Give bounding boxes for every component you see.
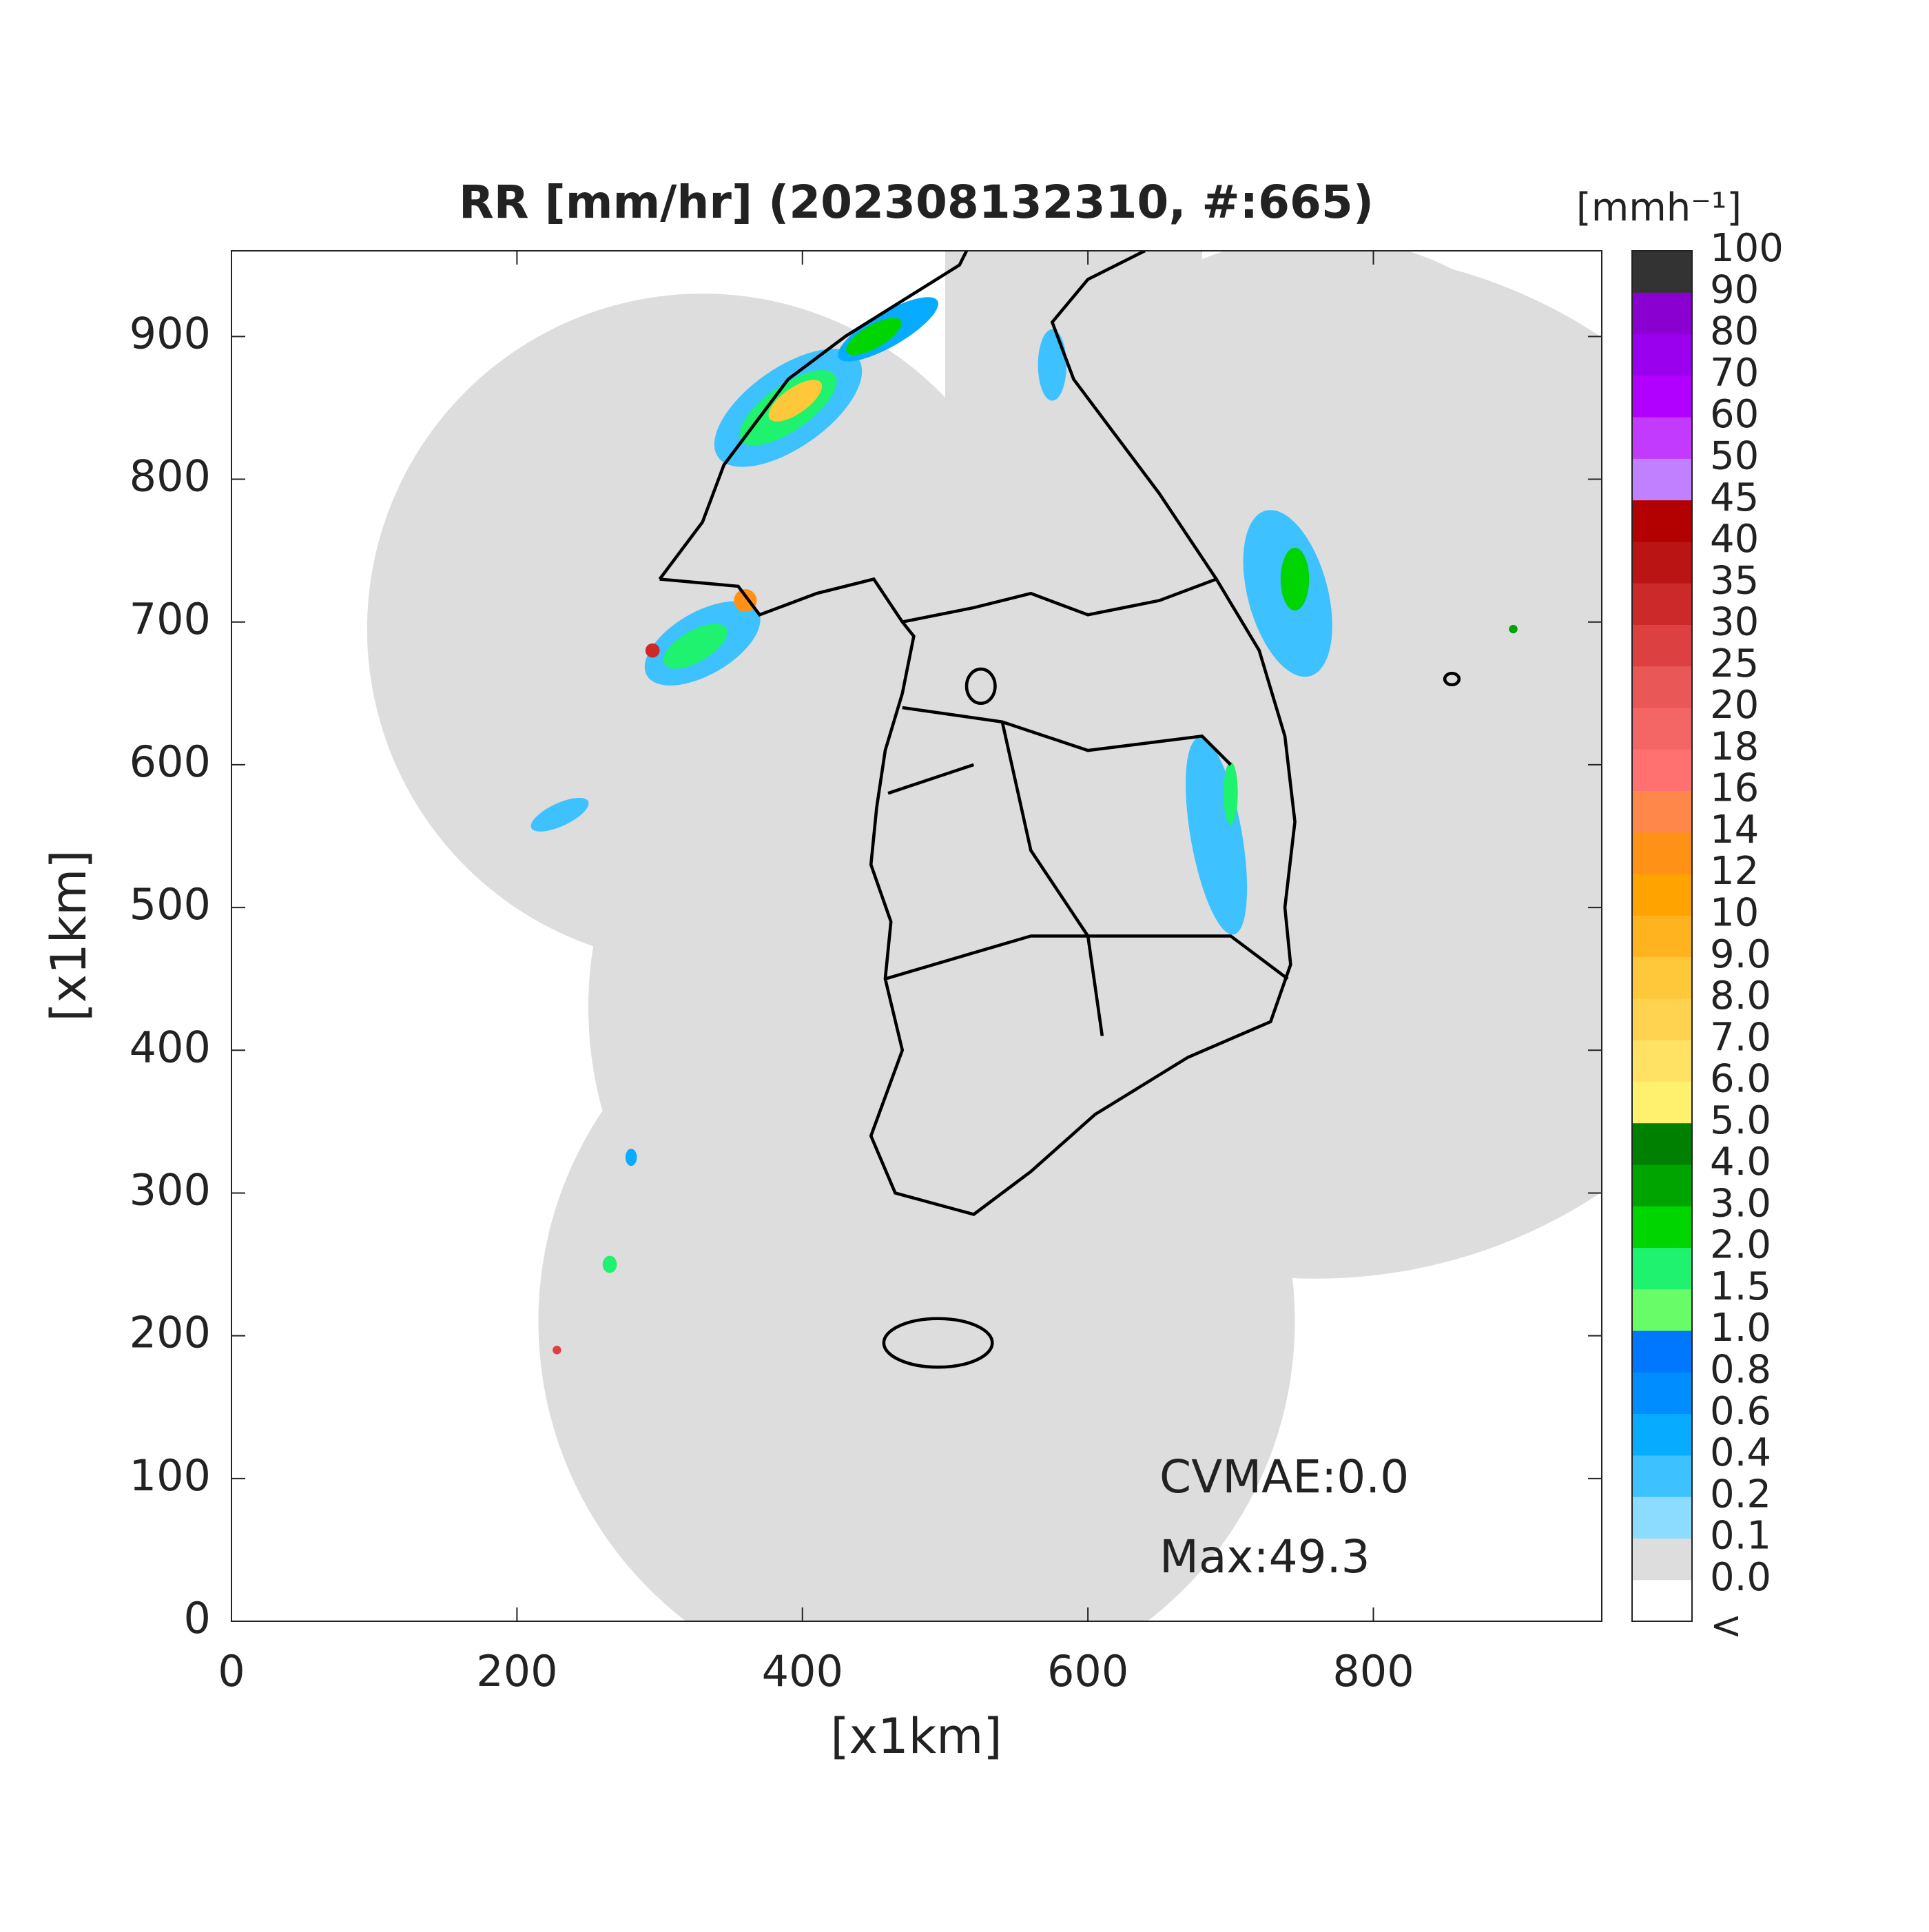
- x-tick-label: 600: [1047, 1646, 1128, 1696]
- colorbar-bin: [1632, 874, 1692, 916]
- colorbar-tick-label: 7.0: [1710, 1015, 1771, 1060]
- y-tick-label: 400: [130, 1022, 211, 1072]
- colorbar-bin: [1632, 375, 1692, 418]
- colorbar-bin: [1632, 666, 1692, 708]
- y-tick-label: 0: [184, 1593, 211, 1643]
- colorbar-bin: [1632, 1122, 1692, 1165]
- colorbar-tick-label: 9.0: [1710, 932, 1771, 977]
- y-tick-label: 200: [130, 1308, 211, 1358]
- colorbar-bin: [1632, 790, 1692, 833]
- axes-frame: [231, 250, 1602, 1622]
- colorbar-tick-label: 18: [1710, 724, 1759, 769]
- colorbar-tick-label: 0.0: [1710, 1555, 1771, 1600]
- colorbar-tick-label: 8.0: [1710, 974, 1771, 1018]
- y-tick-label: 100: [130, 1450, 211, 1501]
- colorbar-tick-label: <: [1710, 1603, 1742, 1648]
- colorbar-tick-label: 1.5: [1710, 1264, 1771, 1309]
- colorbar-tick-label: 100: [1710, 226, 1784, 271]
- x-tick-label: 400: [762, 1646, 843, 1696]
- colorbar-bin: [1632, 500, 1692, 542]
- colorbar-bin: [1632, 1497, 1692, 1539]
- x-axis-label: [x1km]: [830, 1708, 1002, 1765]
- y-tick-label: 900: [130, 308, 211, 358]
- colorbar-bin: [1632, 251, 1692, 293]
- colorbar-bin: [1632, 1164, 1692, 1206]
- colorbar-bin: [1632, 1288, 1692, 1331]
- y-tick-label: 500: [130, 879, 211, 929]
- colorbar-tick-label: 2.0: [1710, 1223, 1771, 1268]
- colorbar-tick-label: 0.4: [1710, 1430, 1771, 1475]
- y-tick-label: 600: [130, 737, 211, 787]
- x-tick-label: 800: [1332, 1646, 1414, 1696]
- y-tick-label: 800: [130, 451, 211, 502]
- colorbar-label: [mmh⁻¹]: [1576, 185, 1742, 230]
- annotation: Max:49.3: [1159, 1530, 1370, 1583]
- colorbar-bin: [1632, 915, 1692, 958]
- colorbar-tick-label: 0.8: [1710, 1348, 1771, 1393]
- colorbar-bin: [1632, 956, 1692, 999]
- map-geometry: [367, 251, 1602, 1621]
- precipitation: [530, 297, 1518, 1355]
- map-layer: [367, 251, 1602, 1621]
- colorbar-tick-label: 70: [1710, 351, 1759, 395]
- colorbar-bin: [1632, 1206, 1692, 1248]
- colorbar-bin: [1632, 1247, 1692, 1290]
- colorbar-tick-label: 0.2: [1710, 1472, 1771, 1517]
- y-tick-label: 700: [130, 594, 211, 644]
- colorbar-bin: [1632, 1040, 1692, 1082]
- colorbar-tick-label: 4.0: [1710, 1140, 1771, 1184]
- x-tick-label: 0: [218, 1646, 245, 1696]
- colorbar-tick-label: 14: [1710, 808, 1759, 852]
- colorbar-bin: [1632, 333, 1692, 376]
- colorbar-bin: [1632, 749, 1692, 792]
- colorbar-tick-label: 40: [1710, 517, 1759, 562]
- colorbar-tick-label: 3.0: [1710, 1181, 1771, 1226]
- colorbar-bin: [1632, 1413, 1692, 1456]
- colorbar-bin: [1632, 458, 1692, 501]
- colorbar-bin: [1632, 1579, 1692, 1622]
- colorbar-frame: [1631, 250, 1693, 1622]
- colorbar-tick-label: 90: [1710, 267, 1759, 312]
- colorbar-bin: [1632, 1538, 1692, 1581]
- colorbar-tick-label: 10: [1710, 891, 1759, 936]
- colorbar-bin: [1632, 583, 1692, 625]
- colorbar-tick-label: 80: [1710, 309, 1759, 354]
- colorbar-tick-label: 0.6: [1710, 1389, 1771, 1434]
- colorbar-bin: [1632, 1081, 1692, 1124]
- x-tick-label: 200: [476, 1646, 557, 1696]
- chart-title: RR [mm/hr] (202308132310, #:665): [459, 176, 1374, 229]
- coastline: [658, 251, 1461, 1369]
- colorbar-tick-label: 6.0: [1710, 1057, 1771, 1102]
- colorbar-tick-label: 50: [1710, 434, 1759, 479]
- colorbar-tick-label: 16: [1710, 766, 1759, 811]
- colorbar-tick-label: 1.0: [1710, 1306, 1771, 1350]
- colorbar-tick-label: 60: [1710, 392, 1759, 437]
- colorbar-tick-label: 35: [1710, 558, 1759, 603]
- colorbar-tick-label: 12: [1710, 849, 1759, 894]
- radar-coverage: [367, 251, 1602, 1621]
- colorbar-bin: [1632, 998, 1692, 1040]
- colorbar-bin: [1632, 417, 1692, 459]
- colorbar-bin: [1632, 1372, 1692, 1415]
- colorbar-tick-label: 0.1: [1710, 1514, 1771, 1559]
- colorbar-bin: [1632, 832, 1692, 874]
- y-tick-label: 300: [130, 1165, 211, 1215]
- colorbar-tick-label: 30: [1710, 600, 1759, 645]
- colorbar-tick-label: 45: [1710, 475, 1759, 520]
- colorbar-tick-label: 5.0: [1710, 1098, 1771, 1143]
- colorbar-bin: [1632, 708, 1692, 750]
- colorbar-bin: [1632, 1455, 1692, 1497]
- colorbar-tick-label: 25: [1710, 641, 1759, 686]
- y-axis-label: [x1km]: [41, 850, 97, 1021]
- colorbar-bin: [1632, 1330, 1692, 1373]
- annotation: CVMAE:0.0: [1159, 1450, 1409, 1503]
- colorbar-bin: [1632, 292, 1692, 335]
- colorbar-tick-label: 20: [1710, 683, 1759, 728]
- colorbar-bin: [1632, 624, 1692, 667]
- colorbar-bin: [1632, 541, 1692, 584]
